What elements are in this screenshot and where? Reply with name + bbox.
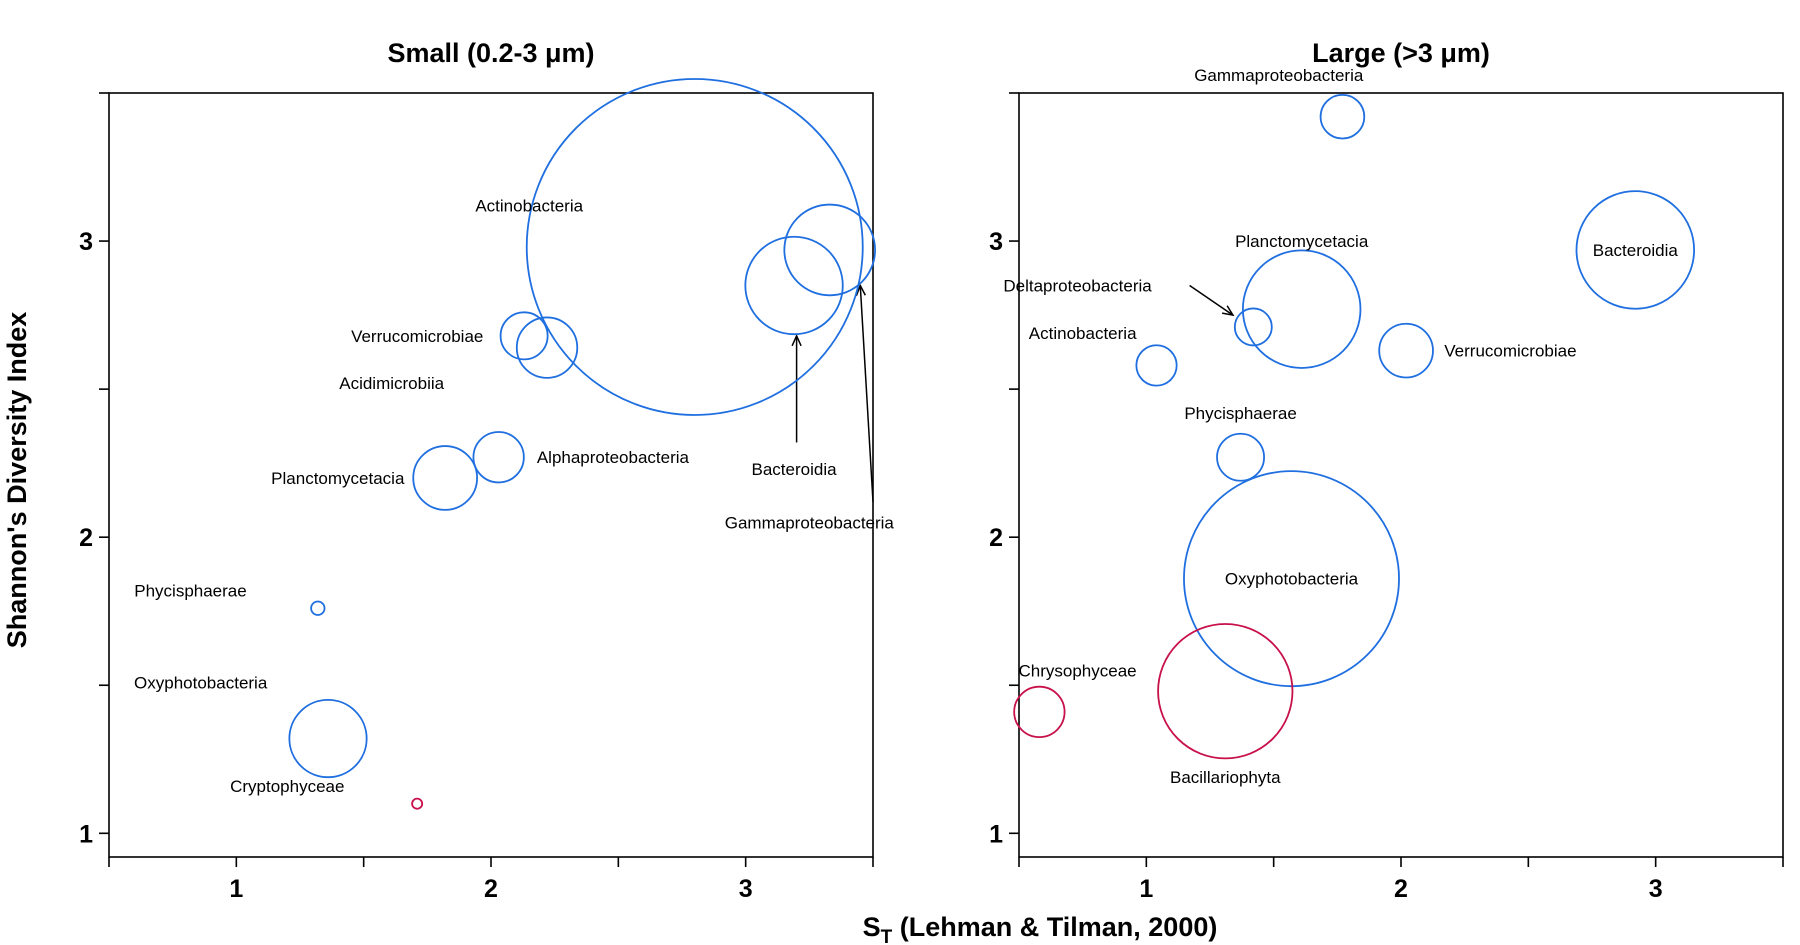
- bubble-oxyphotobacteria: [288, 699, 368, 779]
- x-tick-label: 1: [1139, 875, 1153, 903]
- arrow-line-deltaproteobacteria: [1189, 284, 1234, 316]
- x-axis-title-main: S: [863, 912, 881, 942]
- y-tick-label: 1: [989, 820, 1003, 848]
- bubble-planctomycetacia: [412, 445, 478, 511]
- panel-large-frame: [1018, 92, 1784, 858]
- y-axis-title: Shannon's Diversity Index: [2, 312, 32, 649]
- arrow-head-deltaproteobacteria: [1221, 305, 1235, 317]
- x-tick-label: 3: [1649, 875, 1663, 903]
- bubble-bacteroidia: [1575, 190, 1695, 310]
- panel-small-title: Small (0.2-3 μm): [387, 38, 594, 68]
- bubble-bacteroidia: [744, 235, 844, 336]
- label-planctomycetacia: Planctomycetacia: [271, 469, 405, 488]
- bubble-acidimicrobiia: [515, 316, 579, 379]
- panel-small: Small (0.2-3 μm) 1 2 3 1 2 3 Actinobacteria B…: [79, 38, 894, 903]
- label-verrucomicrobiae: Verrucomicrobiae: [351, 327, 483, 346]
- bubble-planctomycetacia: [1241, 249, 1362, 369]
- label-chrysophyceae: Chrysophyceae: [1019, 661, 1137, 680]
- bubble-deltaproteobacteria: [1233, 307, 1273, 347]
- panel-large-xticks: 1 2 3: [1018, 857, 1784, 903]
- x-tick-label: 2: [484, 875, 498, 903]
- panel-large: Large (>3 μm) 1 2 3 1 2 3 Gammaproteobacteri…: [989, 38, 1784, 903]
- y-tick-label: 3: [989, 228, 1003, 256]
- bubble-gammaproteobacteria: [783, 203, 876, 297]
- bubble-gammaproteobacteria: [1319, 93, 1366, 140]
- bubble-bacillariophyta: [1157, 623, 1294, 760]
- y-tick-label: 2: [79, 524, 93, 552]
- bubble-verrucomicrobiae: [1378, 322, 1434, 379]
- arrow-head-gammaproteobacteria: [855, 283, 867, 297]
- label-planctomycetacia: Planctomycetacia: [1235, 232, 1369, 251]
- x-tick-label: 1: [229, 875, 243, 903]
- bubble-phycisphaerae: [310, 600, 326, 616]
- panel-small-xticks: 1 2 3: [108, 857, 874, 903]
- panel-small-bubbles: [288, 78, 876, 810]
- label-phycisphaerae: Phycisphaerae: [1184, 404, 1296, 423]
- y-tick-label: 3: [79, 228, 93, 256]
- label-bacillariophyta: Bacillariophyta: [1170, 768, 1281, 787]
- label-gammaproteobacteria: Gammaproteobacteria: [725, 513, 895, 532]
- bubble-cryptophyceae: [411, 797, 424, 810]
- label-alphaproteobacteria: Alphaproteobacteria: [537, 448, 690, 467]
- label-bacteroidia: Bacteroidia: [1593, 241, 1679, 260]
- x-tick-label: 2: [1394, 875, 1408, 903]
- label-acidimicrobiia: Acidimicrobiia: [339, 374, 444, 393]
- label-gammaproteobacteria: Gammaproteobacteria: [1194, 66, 1364, 85]
- label-bacteroidia: Bacteroidia: [752, 460, 838, 479]
- label-deltaproteobacteria: Deltaproteobacteria: [1003, 276, 1152, 295]
- bubble-actinobacteria: [525, 78, 864, 416]
- panel-large-bubbles: [1013, 93, 1695, 760]
- label-actinobacteria: Actinobacteria: [1029, 324, 1137, 343]
- label-oxyphotobacteria: Oxyphotobacteria: [1225, 570, 1359, 589]
- x-axis-title-subscript: T: [881, 927, 893, 945]
- x-axis-title: ST (Lehman & Tilman, 2000): [863, 912, 1218, 945]
- bubble-verrucomicrobiae: [499, 311, 549, 361]
- bubble-phycisphaerae: [1216, 432, 1265, 482]
- bubble-actinobacteria: [1135, 344, 1178, 387]
- panel-small-yticks: 1 2 3: [79, 92, 109, 848]
- label-oxyphotobacteria: Oxyphotobacteria: [134, 673, 268, 692]
- panel-small-labels: Actinobacteria Bacteroidia Gammaproteobact…: [134, 197, 894, 796]
- label-phycisphaerae: Phycisphaerae: [134, 581, 246, 600]
- label-cryptophyceae: Cryptophyceae: [230, 777, 344, 796]
- panel-large-title: Large (>3 μm): [1312, 38, 1490, 68]
- bubble-alphaproteobacteria: [472, 431, 525, 484]
- label-verrucomicrobiae: Verrucomicrobiae: [1444, 342, 1576, 361]
- arrow-head-bacteroidia: [791, 333, 802, 347]
- y-tick-label: 1: [79, 820, 93, 848]
- x-axis-title-rest: (Lehman & Tilman, 2000): [892, 912, 1217, 942]
- panel-large-arrows: [1189, 284, 1235, 317]
- y-tick-label: 2: [989, 524, 1003, 552]
- bubble-chrysophyceae: [1013, 685, 1066, 738]
- panel-small-arrows: [791, 283, 874, 502]
- arrow-line-gammaproteobacteria: [859, 285, 874, 502]
- label-actinobacteria: Actinobacteria: [475, 197, 583, 216]
- x-tick-label: 3: [739, 875, 753, 903]
- panel-large-yticks: 1 2 3: [989, 92, 1019, 848]
- panel-large-labels: Gammaproteobacteria Bacteroidia Planctomyc…: [1003, 66, 1678, 787]
